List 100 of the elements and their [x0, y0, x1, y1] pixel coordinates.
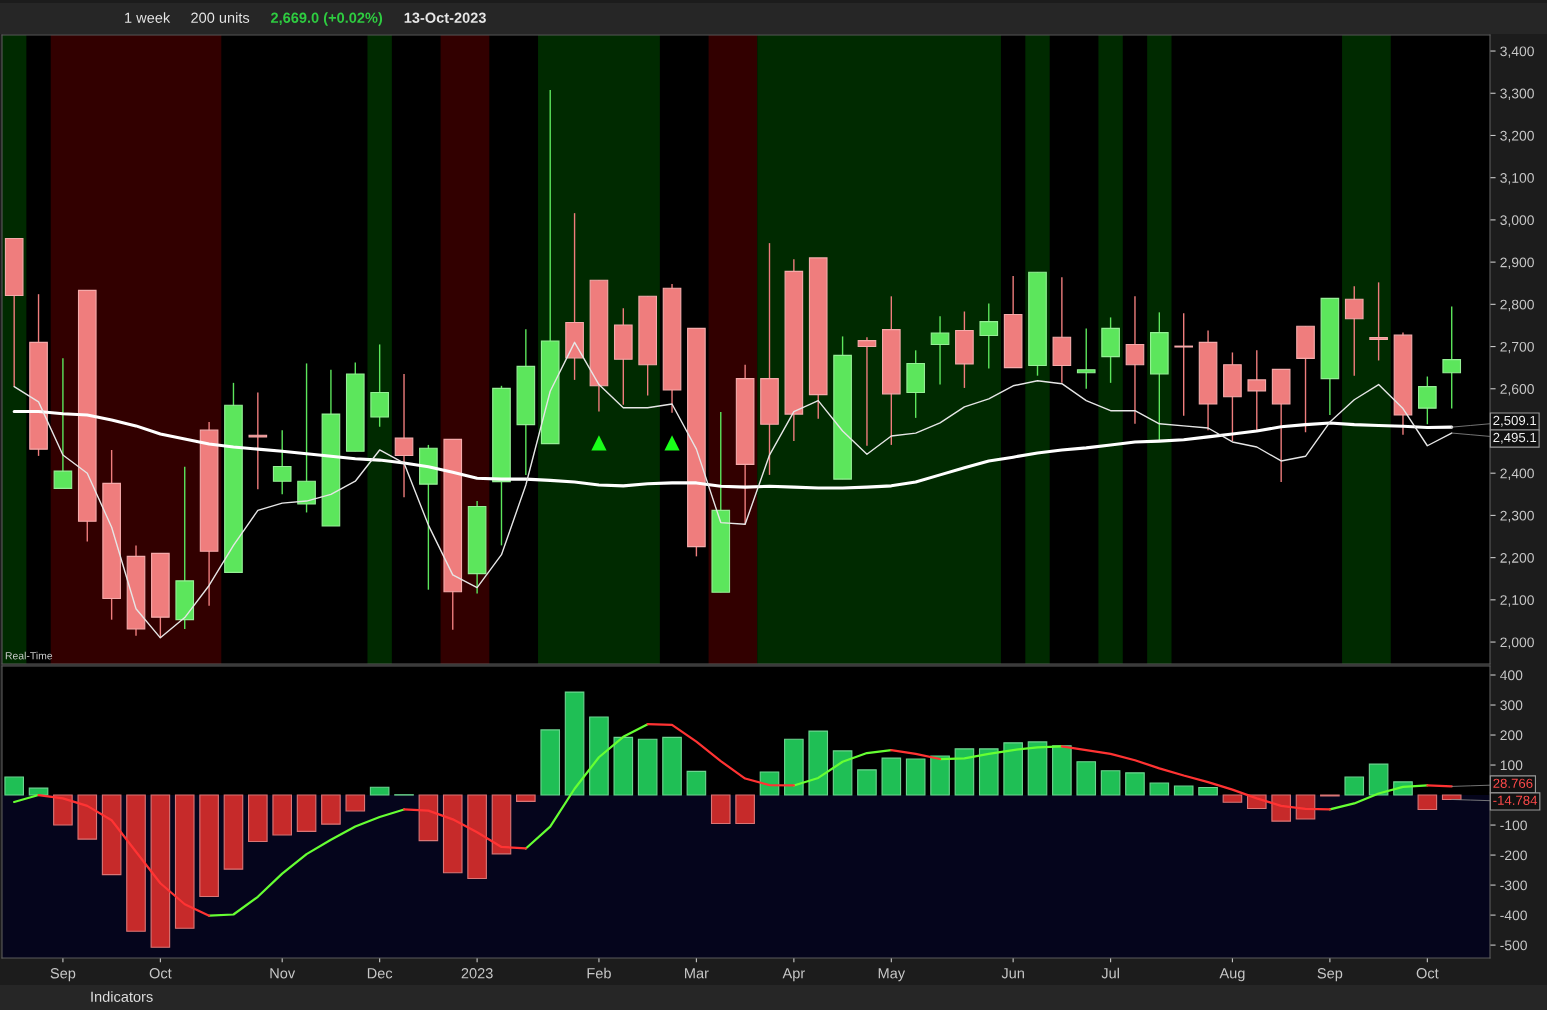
x-tick-label: May — [878, 968, 906, 982]
annotation: 2,495.1 — [1493, 432, 1537, 444]
bar — [1344, 776, 1365, 796]
x-tick-label: Sep — [1317, 968, 1343, 982]
y-tick-label: 2,400 — [1500, 468, 1534, 480]
candlestick — [979, 302, 999, 370]
x-tick-label: Jul — [1101, 967, 1119, 979]
y-tick-label: -300 — [1500, 880, 1527, 891]
y-tick-label: 2,300 — [1500, 510, 1534, 523]
candlestick — [1369, 281, 1388, 362]
candlestick — [297, 362, 316, 514]
line-series — [12, 410, 1454, 490]
y-tick-label: 2,200 — [1500, 552, 1534, 565]
candlestick — [1174, 312, 1194, 417]
bar — [296, 794, 317, 832]
bar — [4, 776, 24, 796]
bar — [53, 794, 73, 826]
y-tick-label: 100 — [1500, 760, 1523, 771]
text: Indicators — [91, 991, 153, 1002]
bar — [905, 758, 926, 796]
bar — [1149, 782, 1170, 796]
bar — [223, 794, 244, 870]
y-tick-label: 2,100 — [1500, 595, 1534, 607]
candlestick — [53, 357, 73, 490]
bar — [589, 716, 609, 796]
bar — [248, 794, 268, 843]
x-tick-label: Nov — [270, 968, 296, 979]
bar — [710, 794, 731, 825]
annotation: 2,509.1 — [1493, 415, 1537, 427]
y-tick-label: 3,100 — [1500, 173, 1534, 185]
bar — [1052, 745, 1072, 796]
y-tick-label: -100 — [1500, 820, 1527, 831]
bar — [832, 750, 853, 796]
bar — [978, 748, 999, 796]
y-tick-label: 2,800 — [1500, 299, 1534, 312]
x-tick-label: Jun — [1001, 968, 1024, 979]
bar — [564, 691, 585, 796]
bar — [516, 794, 536, 802]
candlestick — [1442, 305, 1462, 410]
annotation: Real-Time — [5, 651, 53, 660]
candlestick — [272, 429, 292, 495]
candlestick — [394, 373, 414, 498]
chart-title: 2,669.0 (+0.02%) — [271, 12, 383, 26]
y-tick-label: -500 — [1500, 940, 1527, 951]
x-tick-label: Aug — [1219, 968, 1245, 982]
bar — [1198, 786, 1218, 796]
bar — [126, 794, 146, 932]
bar — [101, 794, 122, 876]
bar — [784, 738, 804, 796]
bar — [735, 794, 755, 825]
candlestick — [930, 315, 950, 386]
x-tick-label: Feb — [587, 967, 611, 979]
x-tick-label: Oct — [1416, 968, 1439, 979]
bar — [1003, 742, 1023, 796]
y-tick-label: 2,900 — [1500, 257, 1534, 269]
bar — [954, 748, 975, 796]
bar — [1027, 741, 1048, 796]
y-tick-label: 2,700 — [1500, 341, 1534, 354]
candlestick — [1125, 295, 1145, 425]
bar — [174, 794, 195, 929]
candlestick — [1418, 375, 1437, 425]
x-tick-label: Mar — [685, 968, 709, 979]
x-tick-label: Dec — [367, 968, 393, 979]
y-tick-label: 400 — [1500, 670, 1523, 681]
text: 200 units — [191, 12, 250, 23]
bar — [199, 794, 219, 898]
text: 1 week — [125, 12, 171, 23]
bar — [491, 794, 512, 855]
y-tick-label: 2,600 — [1500, 384, 1534, 396]
bar — [540, 729, 561, 796]
bar — [345, 794, 366, 812]
y-tick-label: 3,000 — [1500, 215, 1534, 227]
y-tick-label: 200 — [1500, 730, 1523, 741]
bar — [881, 757, 902, 796]
bar — [1100, 770, 1121, 796]
bar — [613, 736, 634, 796]
bar — [369, 786, 390, 796]
candlestick — [857, 336, 877, 447]
candlestick — [248, 391, 268, 490]
bar — [808, 730, 829, 796]
bar — [77, 794, 98, 840]
x-tick-label: Sep — [50, 968, 76, 982]
line-series — [13, 341, 1453, 639]
y-tick-label: -200 — [1500, 850, 1527, 861]
y-tick-label: 3,300 — [1500, 88, 1534, 101]
bar — [1368, 763, 1389, 796]
bar — [1076, 761, 1097, 796]
y-tick-label: -400 — [1500, 910, 1527, 921]
bar — [321, 794, 341, 825]
bar — [662, 736, 682, 796]
y-tick-label: 3,400 — [1500, 46, 1534, 58]
y-tick-label: 3,200 — [1500, 130, 1534, 143]
bar — [418, 794, 439, 842]
bar — [637, 738, 658, 796]
annotation: 28.766 — [1493, 778, 1533, 788]
x-tick-label: Oct — [149, 968, 172, 979]
x-tick-label: Apr — [782, 968, 805, 982]
bar — [272, 794, 293, 836]
bar — [686, 770, 707, 796]
bar — [28, 787, 49, 796]
